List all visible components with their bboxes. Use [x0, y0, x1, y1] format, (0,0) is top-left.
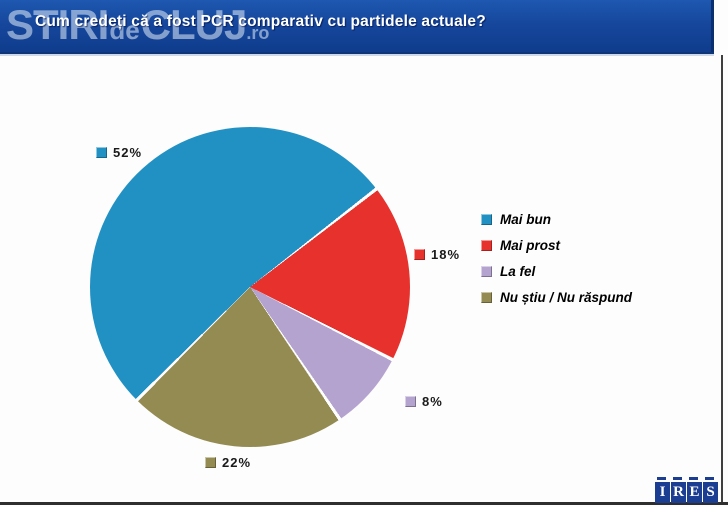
header-edge-line	[0, 52, 714, 54]
data-label-swatch-icon	[205, 457, 216, 468]
header-highlight-line	[0, 54, 714, 56]
ires-logo-tick	[705, 477, 714, 480]
ires-logo-ticks	[655, 477, 718, 480]
legend-label: Mai prost	[500, 238, 561, 253]
data-label: 18%	[414, 247, 460, 262]
legend-item: Mai prost	[481, 238, 632, 253]
data-label-value: 8%	[422, 394, 443, 409]
legend-item: Nu știu / Nu răspund	[481, 290, 632, 305]
legend-swatch-icon	[481, 292, 492, 303]
legend-item: Mai bun	[481, 212, 632, 227]
data-label-value: 22%	[222, 455, 252, 470]
page-title: Cum credeți că a fost PCR comparativ cu …	[35, 13, 486, 30]
data-label-value: 18%	[431, 247, 461, 262]
ires-logo-letter: R	[671, 482, 686, 503]
data-label-swatch-icon	[414, 249, 425, 260]
data-label-swatch-icon	[96, 147, 107, 158]
legend-label: La fel	[500, 264, 536, 279]
ires-logo-letter: I	[655, 482, 670, 503]
ires-logo-tick	[673, 477, 682, 480]
data-label: 8%	[405, 394, 443, 409]
legend-swatch-icon	[481, 214, 492, 225]
ires-logo-tick	[689, 477, 698, 480]
legend-label: Nu știu / Nu răspund	[500, 290, 633, 305]
ires-logo-letter: S	[703, 482, 718, 503]
data-label: 52%	[96, 145, 142, 160]
legend-swatch-icon	[481, 266, 492, 277]
ires-logo-letter: E	[687, 482, 702, 503]
legend: Mai bun Mai prost La fel Nu știu / Nu răspu…	[481, 212, 632, 305]
data-label: 22%	[205, 455, 251, 470]
data-label-swatch-icon	[405, 396, 416, 407]
header-bar	[0, 0, 714, 52]
legend-swatch-icon	[481, 240, 492, 251]
frame-right-line	[721, 55, 723, 502]
pie-chart	[90, 127, 410, 447]
frame-bottom-line	[0, 502, 728, 505]
legend-label: Mai bun	[500, 212, 551, 227]
legend-item: La fel	[481, 264, 632, 279]
ires-logo-tick	[657, 477, 666, 480]
data-label-value: 52%	[113, 145, 143, 160]
